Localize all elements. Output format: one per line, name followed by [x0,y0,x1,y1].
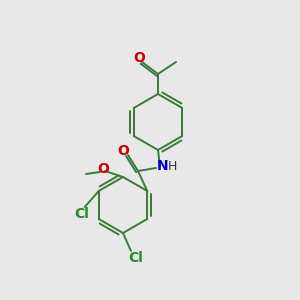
Text: H: H [167,160,177,172]
Text: O: O [97,162,109,176]
Text: Cl: Cl [74,207,89,221]
Text: O: O [117,144,129,158]
Text: Cl: Cl [129,251,143,265]
Text: N: N [157,159,169,173]
Text: O: O [133,51,145,65]
